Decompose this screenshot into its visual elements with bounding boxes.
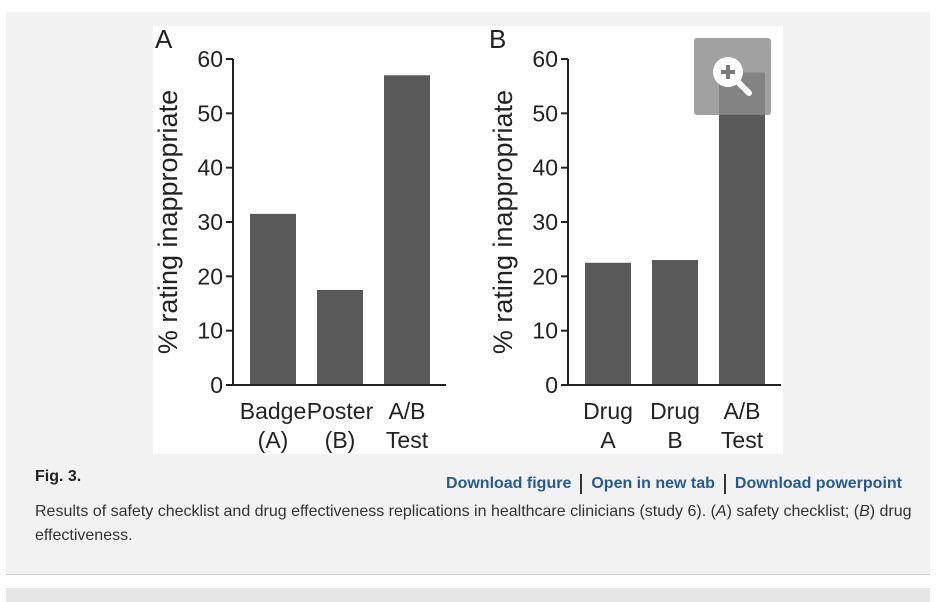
bottom-bar [6,588,930,602]
y-tick-label: 60 [532,46,558,72]
x-tick-label: (B) [325,427,356,453]
bar [585,262,631,385]
caption-ref-b: B [859,503,870,520]
bar [652,260,698,385]
y-tick-label: 30 [197,209,223,235]
y-tick-label: 50 [197,100,223,126]
panel-label: A [155,26,173,54]
caption-text: ) safety checklist; ( [726,503,860,520]
zoom-in-icon [713,57,752,96]
caption-ref-a: A [715,503,727,520]
x-tick-label: Drug [583,398,633,424]
y-tick-label: 40 [197,155,223,181]
zoom-button[interactable] [694,38,771,115]
y-tick-label: 10 [197,318,223,344]
open-new-tab-link[interactable]: Open in new tab [591,475,715,492]
y-tick-label: 40 [532,155,558,181]
figure-links: Download figure Open in new tab Download… [446,474,902,494]
y-tick-label: 50 [532,100,558,126]
x-tick-label: Badge [240,398,307,424]
download-figure-link[interactable]: Download figure [446,475,572,492]
divider [6,574,930,575]
x-tick-label: (A) [258,427,289,453]
x-tick-label: Poster [307,398,374,424]
y-tick-label: 0 [545,372,558,398]
download-powerpoint-link[interactable]: Download powerpoint [734,475,902,492]
x-tick-label: A/B [723,398,760,424]
y-axis-label: % rating inappropriate [153,90,183,354]
bar-chart: A % rating inappropriate Badge (A) Poster (B)… [153,26,781,453]
x-tick-label: Test [721,427,764,453]
bar [719,72,765,386]
y-tick-label: 20 [532,263,558,289]
figure-label: Fig. 3. [35,468,82,485]
y-tick-label: 20 [197,263,223,289]
panel-label: B [489,26,506,54]
y-tick-label: 60 [197,46,223,72]
y-tick-label: 30 [532,209,558,235]
caption-text: ) drug effectiveness. [35,503,912,544]
y-axis-label: % rating inappropriate [488,90,518,354]
x-tick-label: B [667,427,682,453]
caption-text: Results of safety checklist and drug eff… [35,503,716,520]
link-separator [580,474,583,494]
figure-image[interactable]: A % rating inappropriate Badge (A) Poster (B)… [153,26,783,454]
bar [384,75,430,386]
x-tick-label: A/B [388,398,425,424]
figure-caption: Results of safety checklist and drug eff… [35,500,915,548]
link-separator [723,474,726,494]
bar [250,213,296,385]
bar [317,289,363,385]
x-tick-label: Drug [650,398,700,424]
y-tick-label: 10 [532,318,558,344]
y-tick-label: 0 [210,372,223,398]
x-tick-label: A [600,427,616,453]
x-tick-label: Test [386,427,429,453]
